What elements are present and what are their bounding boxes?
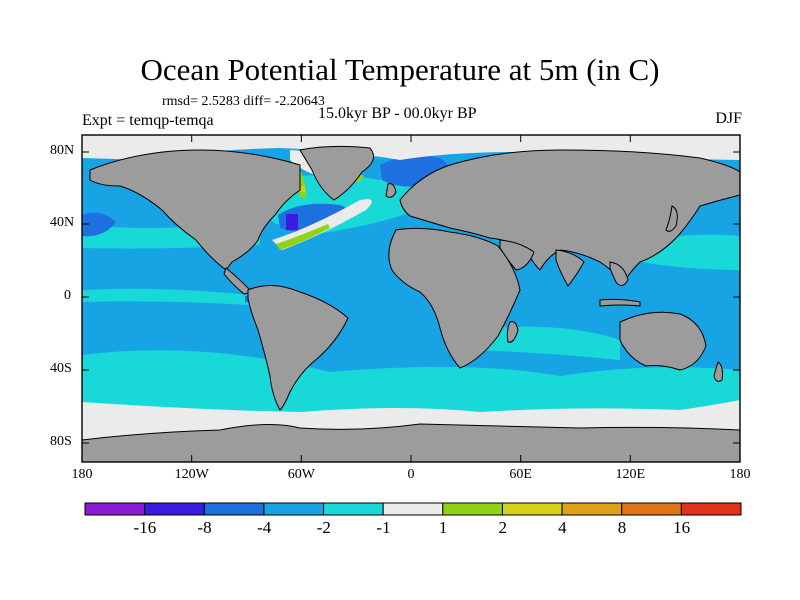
south-america [247, 285, 349, 411]
lon-label-180e: 180 [729, 467, 751, 482]
labrador-yellow-cell [301, 186, 305, 192]
japan [665, 205, 678, 232]
map-title: Ocean Potential Temperature at 5m (in C) [140, 52, 660, 87]
equatorial-pacific-cyan [82, 288, 250, 305]
map-area [82, 135, 740, 462]
indonesia [599, 298, 641, 307]
colorbar-label: -8 [197, 518, 212, 537]
british-isles [385, 183, 397, 198]
southeast-asia [609, 261, 629, 286]
lat-label-40n: 40N [50, 215, 75, 230]
greenland [299, 145, 375, 201]
antarctica [82, 423, 740, 462]
colorbar-swatch [323, 502, 384, 516]
colorbar-swatch [561, 502, 623, 516]
colorbar [84, 502, 742, 516]
lat-label-80n: 80N [50, 143, 75, 158]
north-america [89, 149, 301, 271]
colorbar-swatch [263, 502, 325, 516]
lon-label-180w: 180 [71, 467, 93, 482]
new-zealand [713, 361, 723, 382]
colorbar-label: -16 [133, 518, 157, 537]
colorbar-label: 4 [558, 518, 567, 537]
gulf-stream-green-arc [276, 224, 330, 250]
colorbar-label: -2 [316, 518, 331, 537]
southern-ocean-cyan-band [82, 350, 740, 420]
colorbar-swatch [203, 502, 265, 516]
lon-label-60e: 60E [509, 467, 532, 482]
colorbar-label: -1 [376, 518, 391, 537]
period-label: 15.0kyr BP - 00.0kyr BP [318, 105, 477, 122]
colorbar-label: 2 [498, 518, 507, 537]
lon-label-60w: 60W [287, 467, 315, 482]
colorbar-swatch [442, 502, 503, 516]
colorbar-label: 16 [673, 518, 691, 537]
season-label: DJF [715, 110, 742, 127]
madagascar [506, 321, 519, 343]
lon-label-120w: 120W [174, 467, 209, 482]
india [555, 249, 585, 287]
colorbar-swatch [84, 502, 146, 516]
africa [388, 227, 521, 369]
labrador-darkblue-cell [286, 214, 298, 230]
lat-label-0: 0 [64, 288, 71, 303]
colorbar-swatch [382, 502, 444, 516]
colorbar-label: 8 [617, 518, 627, 537]
lon-label-120e: 120E [615, 467, 646, 482]
colorbar-swatch [621, 502, 682, 516]
colorbar-swatch [501, 502, 563, 516]
landmasses [82, 145, 740, 462]
axis-ticks [81, 135, 741, 462]
europe-asia [399, 149, 740, 283]
colorbar-swatch [680, 502, 742, 516]
colorbar-label: -4 [257, 518, 272, 537]
colorbar-swatch [144, 502, 205, 516]
colorbar-label: 1 [438, 518, 448, 537]
north-pacific-blue-patch [82, 212, 116, 237]
lon-label-0: 0 [407, 467, 415, 482]
experiment-label: Expt = temqp-temqa [82, 112, 214, 129]
rmsd-diff-stats: rmsd= 2.5283 diff= -2.20643 [162, 94, 325, 109]
australia [619, 311, 707, 371]
lat-label-40s: 40S [50, 361, 72, 376]
lat-label-80s: 80S [50, 434, 72, 449]
